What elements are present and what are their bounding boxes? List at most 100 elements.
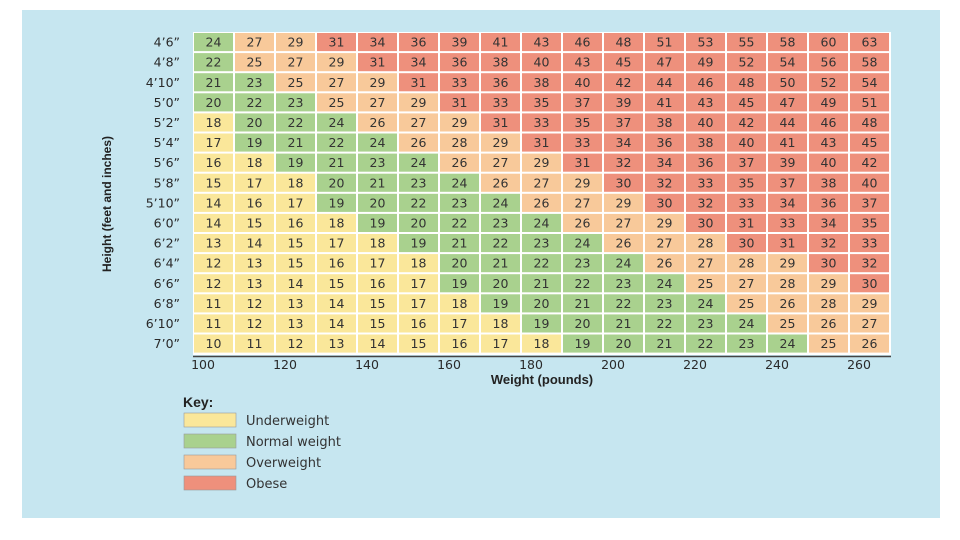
bmi-cell: [850, 234, 889, 253]
bmi-cell: [276, 33, 315, 52]
bmi-value: 19: [575, 336, 591, 351]
bmi-value: 41: [780, 135, 796, 150]
bmi-cell: [645, 153, 684, 172]
bmi-cell: [358, 173, 397, 192]
bmi-cell: [768, 113, 807, 132]
bmi-value: 31: [411, 75, 427, 90]
bmi-value: 27: [329, 75, 345, 90]
bmi-value: 27: [739, 276, 755, 291]
height-label: 5’10”: [146, 195, 180, 210]
bmi-cell: [440, 113, 479, 132]
bmi-cell: [645, 113, 684, 132]
bmi-value: 22: [575, 276, 591, 291]
bmi-cell: [317, 193, 356, 212]
bmi-cell: [727, 213, 766, 232]
bmi-value: 33: [452, 75, 468, 90]
bmi-cell: [317, 173, 356, 192]
bmi-cell: [850, 334, 889, 353]
bmi-value: 38: [534, 75, 550, 90]
bmi-value: 63: [862, 35, 878, 50]
bmi-value: 42: [862, 155, 878, 170]
bmi-value: 35: [575, 115, 591, 130]
bmi-value: 24: [534, 215, 550, 230]
key-swatch: [183, 454, 237, 470]
bmi-cell: [850, 133, 889, 152]
bmi-value: 20: [452, 256, 468, 271]
bmi-value: 14: [206, 195, 222, 210]
bmi-cell: [809, 153, 848, 172]
bmi-cell: [358, 93, 397, 112]
bmi-value: 37: [780, 175, 796, 190]
bmi-cell: [358, 334, 397, 353]
bmi-value: 19: [534, 316, 550, 331]
bmi-value: 40: [575, 75, 591, 90]
bmi-cell: [235, 153, 274, 172]
bmi-value: 55: [739, 35, 755, 50]
bmi-value: 15: [288, 236, 304, 251]
bmi-value: 11: [206, 316, 222, 331]
bmi-cell: [194, 33, 233, 52]
bmi-cell: [358, 153, 397, 172]
weight-tick: 100: [191, 357, 215, 372]
bmi-value: 24: [575, 236, 591, 251]
height-label: 6’4”: [154, 256, 180, 271]
bmi-value: 48: [739, 75, 755, 90]
bmi-value: 13: [288, 296, 304, 311]
bmi-cell: [317, 334, 356, 353]
bmi-value: 13: [247, 276, 263, 291]
bmi-cell: [809, 113, 848, 132]
bmi-cell: [399, 53, 438, 72]
bmi-value: 27: [247, 35, 263, 50]
weight-tick: 260: [847, 357, 871, 372]
bmi-cell: [317, 133, 356, 152]
bmi-value: 37: [616, 115, 632, 130]
bmi-value: 40: [698, 115, 714, 130]
height-label: 5’6”: [154, 155, 180, 170]
bmi-cell: [522, 93, 561, 112]
bmi-cell: [809, 173, 848, 192]
bmi-value: 20: [247, 115, 263, 130]
bmi-cell: [563, 234, 602, 253]
bmi-value: 29: [575, 175, 591, 190]
bmi-value: 17: [411, 296, 427, 311]
bmi-value: 23: [698, 316, 714, 331]
bmi-cell: [809, 314, 848, 333]
weight-tick: 200: [601, 357, 625, 372]
bmi-value: 16: [452, 336, 468, 351]
bmi-value: 15: [206, 175, 222, 190]
bmi-value: 21: [452, 236, 468, 251]
bmi-cell: [645, 334, 684, 353]
bmi-cell: [317, 254, 356, 273]
bmi-value: 18: [452, 296, 468, 311]
bmi-value: 12: [206, 256, 222, 271]
bmi-cell: [645, 193, 684, 212]
bmi-value: 37: [739, 155, 755, 170]
bmi-cell: [481, 173, 520, 192]
bmi-cell: [645, 73, 684, 92]
bmi-value: 34: [657, 155, 673, 170]
key-title: Key:: [183, 394, 213, 410]
bmi-value: 33: [739, 195, 755, 210]
bmi-cell: [481, 294, 520, 313]
bmi-value: 24: [206, 35, 222, 50]
bmi-cell: [604, 33, 643, 52]
bmi-cell: [235, 73, 274, 92]
bmi-value: 27: [698, 256, 714, 271]
bmi-value: 18: [329, 215, 345, 230]
bmi-cell: [276, 173, 315, 192]
bmi-value: 45: [739, 95, 755, 110]
bmi-cell: [399, 234, 438, 253]
bmi-value: 36: [452, 55, 468, 70]
height-label: 4’6”: [154, 35, 180, 50]
bmi-cell: [604, 153, 643, 172]
bmi-cell: [235, 33, 274, 52]
bmi-cell: [850, 93, 889, 112]
bmi-value: 19: [370, 215, 386, 230]
height-label: 5’2”: [154, 115, 180, 130]
height-label: 4’8”: [154, 55, 180, 70]
bmi-value: 25: [780, 316, 796, 331]
bmi-value: 39: [452, 35, 468, 50]
bmi-value: 32: [657, 175, 673, 190]
height-label: 6’6”: [154, 276, 180, 291]
